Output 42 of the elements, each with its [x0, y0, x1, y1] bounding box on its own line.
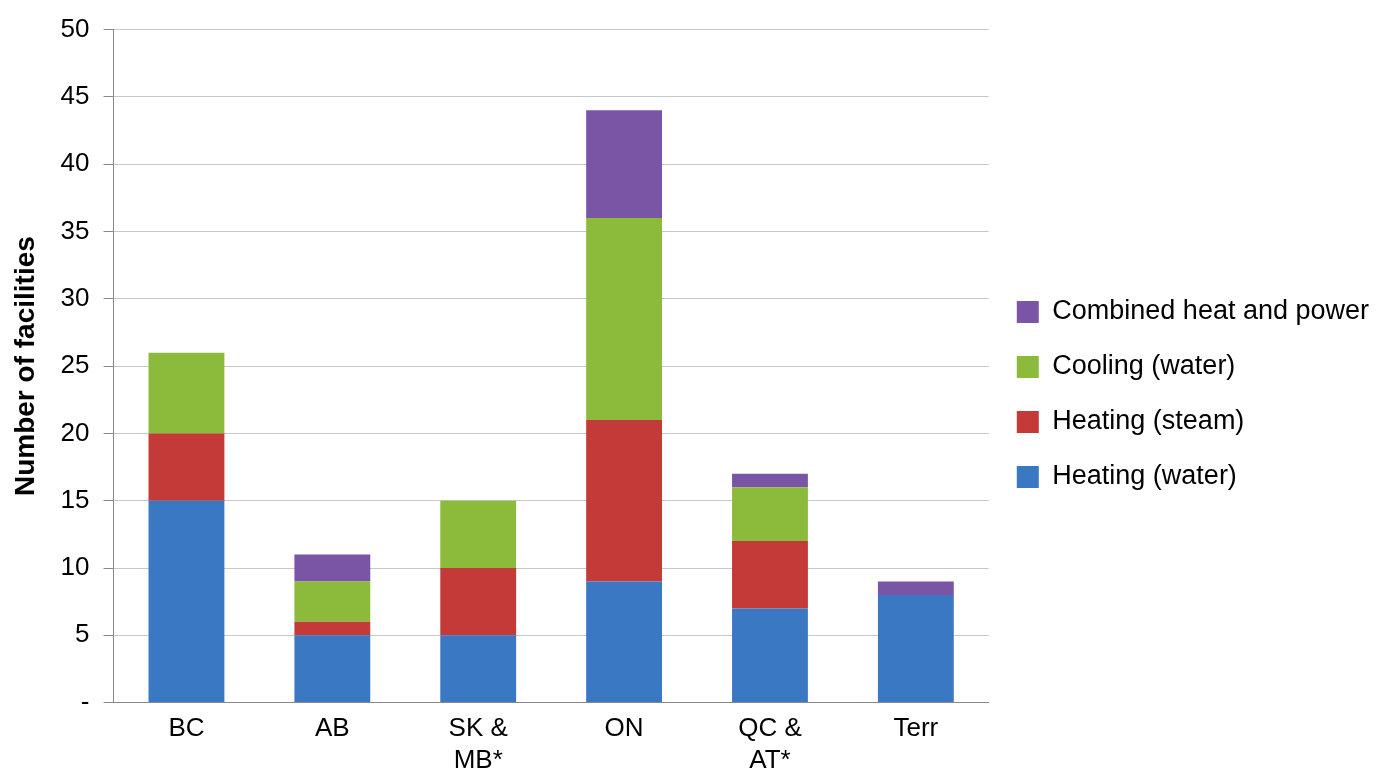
bar — [586, 581, 663, 703]
legend-label: Heating (steam) — [1052, 405, 1245, 436]
y-tick-label: - — [80, 685, 90, 716]
legend-label: Combined heat and power — [1052, 295, 1370, 326]
x-tick-label: QC & AT* — [738, 712, 802, 774]
y-tick-label: 5 — [75, 618, 90, 649]
x-tick-label: BC — [168, 712, 205, 743]
bar — [877, 594, 954, 703]
bar — [294, 554, 371, 582]
bar — [586, 218, 663, 420]
y-tick-label: 15 — [60, 483, 90, 514]
x-tick-label: ON — [604, 712, 644, 743]
bar — [148, 352, 225, 434]
bar — [732, 473, 808, 488]
x-tick-label: AB — [314, 712, 350, 743]
bar — [732, 608, 808, 703]
bar — [440, 500, 517, 568]
y-tick-label: 45 — [60, 80, 90, 111]
bar — [877, 581, 954, 595]
legend-label: Cooling (water) — [1052, 350, 1236, 381]
bar — [586, 110, 663, 219]
bar — [294, 621, 371, 636]
bar — [586, 419, 663, 582]
y-tick-label: 40 — [60, 147, 90, 178]
y-tick-label: 20 — [60, 416, 90, 447]
y-axis-title: Number of facilities — [8, 236, 40, 497]
bar — [732, 487, 808, 542]
y-tick-label: 30 — [60, 281, 90, 312]
x-tick-label: Terr — [893, 712, 939, 743]
y-tick-label: 10 — [60, 551, 90, 582]
bar — [294, 581, 371, 622]
bar — [440, 635, 517, 703]
bar — [440, 568, 517, 636]
y-tick-label: 50 — [60, 12, 90, 43]
y-tick-label: 35 — [60, 214, 90, 245]
legend-label: Heating (water) — [1052, 460, 1237, 491]
x-tick-label: SK & MB* — [448, 712, 508, 774]
bar — [148, 433, 225, 501]
bar — [148, 500, 225, 703]
bar — [294, 635, 371, 703]
bar — [732, 541, 808, 609]
y-tick-label: 25 — [60, 349, 90, 380]
